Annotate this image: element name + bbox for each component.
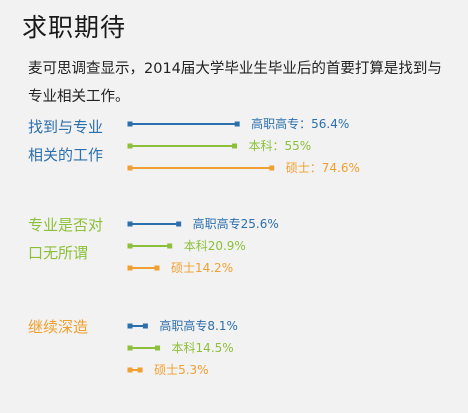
bar-end-marker	[232, 143, 237, 149]
bar-start-marker	[127, 265, 133, 271]
intro-text: 麦可思调查显示，2014届大学毕业生毕业后的首要打算是找到与专业相关工作。	[28, 61, 442, 105]
bar-end-marker	[142, 323, 148, 329]
bar-value-label: 本科20.9%	[184, 239, 246, 253]
bar-value-label: 硕士：74.6%	[286, 161, 360, 175]
bar-value-label: 硕士5.3%	[154, 363, 209, 377]
bar-start-marker	[127, 221, 133, 227]
bar-value-label: 高职高专8.1%	[159, 318, 238, 333]
bar-end-marker	[176, 221, 182, 227]
bar-value-label: 高职高专：56.4%	[251, 116, 349, 131]
bar-end-marker	[154, 265, 160, 271]
bar-value-label: 本科：55%	[249, 139, 312, 153]
bar-value-label: 硕士14.2%	[171, 261, 233, 275]
group-label-line: 找到与专业	[28, 118, 104, 136]
group-label-related-work: 找到与专业 相关的工作	[28, 113, 118, 169]
bar-start-marker	[127, 243, 133, 249]
group-label-line: 相关的工作	[28, 146, 104, 164]
bar-end-marker	[155, 345, 161, 351]
bar-value-label: 本科14.5%	[172, 341, 234, 355]
group-label-line: 专业是否对	[28, 216, 104, 234]
bar-start-marker	[127, 345, 133, 351]
bar-start-marker	[127, 367, 133, 373]
bar-start-marker	[127, 143, 133, 149]
bar-value-label: 高职高专25.6%	[193, 216, 279, 231]
bar-end-marker	[167, 243, 173, 249]
group-label-line: 继续深造	[28, 318, 89, 336]
bar-start-marker	[127, 165, 133, 171]
bar-end-marker	[234, 121, 240, 127]
group-label-no-matter: 专业是否对 口无所谓	[28, 211, 118, 267]
bar-end-marker	[137, 367, 143, 373]
bar-start-marker	[127, 121, 133, 127]
group-label-line: 口无所谓	[28, 244, 89, 262]
group-label-further-study: 继续深造	[28, 313, 118, 341]
bar-start-marker	[127, 323, 133, 329]
page-title: 求职期待	[22, 13, 127, 42]
bar-end-marker	[269, 165, 275, 171]
